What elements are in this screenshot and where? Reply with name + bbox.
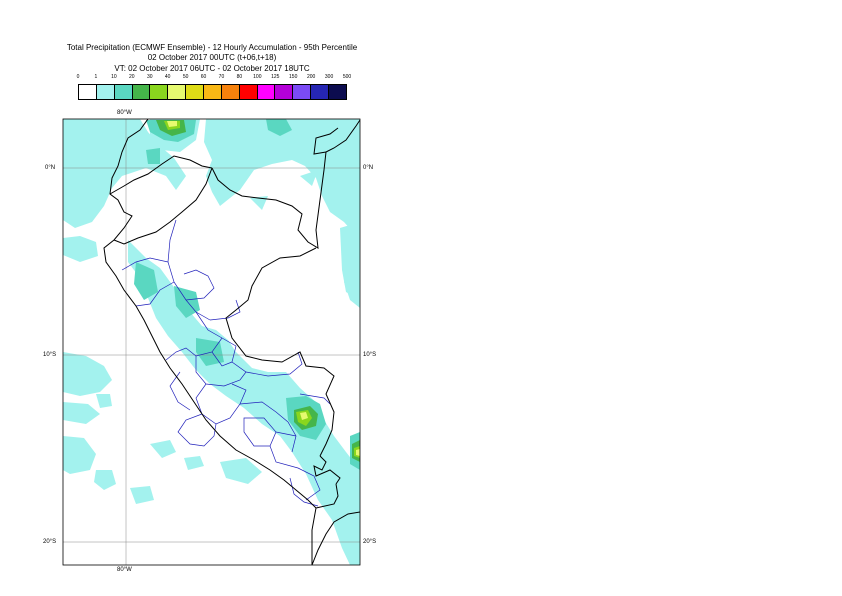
lon-label-top: 80°W [117, 110, 132, 116]
legend-label: 300 [324, 74, 334, 80]
legend-swatch [329, 85, 346, 99]
lat-label-10s-right: 10°S [363, 352, 377, 358]
title-line-3: VT: 02 October 2017 06UTC - 02 October 2… [114, 64, 310, 73]
lat-label-20s-right: 20°S [363, 539, 377, 545]
legend-swatch [132, 85, 151, 99]
legend-label: 10 [111, 74, 117, 80]
legend-swatch [221, 85, 240, 99]
legend-label: 50 [182, 74, 189, 80]
legend-swatch [311, 85, 330, 99]
precipitation-legend [78, 84, 347, 100]
country-boundaries [103, 119, 360, 565]
legend-label: 40 [164, 74, 171, 80]
legend-label: 0 [76, 74, 80, 80]
map-frame [62, 118, 361, 566]
lat-label-20s-left: 20°S [43, 539, 57, 545]
legend-label: 60 [200, 74, 207, 80]
legend-label: 100 [253, 74, 262, 80]
legend-label: 20 [129, 74, 135, 80]
legend-swatch [96, 85, 115, 99]
lat-label-0n-right: 0°N [363, 165, 374, 171]
legend-swatch [168, 85, 187, 99]
legend-swatch [186, 85, 205, 99]
legend-swatch [293, 85, 312, 99]
legend-swatch [114, 85, 133, 99]
lat-label-0n-left: 0°N [45, 165, 56, 171]
lat-label-10s-left: 10°S [43, 352, 57, 358]
legend-label: 80 [236, 74, 243, 80]
lon-label-bottom: 80°W [117, 567, 132, 573]
legend-label: 1 [94, 74, 98, 80]
legend-label: 200 [306, 74, 316, 80]
legend-label: 70 [218, 74, 225, 80]
admin-boundaries [121, 219, 331, 507]
legend-labels: 0 1 10 20 30 40 50 60 70 80 100 125 150 200 300 500 [0, 74, 842, 83]
legend-swatch [275, 85, 294, 99]
legend-label: 500 [342, 74, 352, 80]
legend-label: 30 [146, 74, 153, 80]
legend-swatch [204, 85, 222, 99]
legend-swatch [257, 85, 276, 99]
legend-swatch [150, 85, 169, 99]
title-line-1: Total Precipitation (ECMWF Ensemble) - 1… [66, 43, 358, 52]
legend-label: 125 [271, 74, 280, 80]
title-line-2: 02 October 2017 00UTC (t+06,t+18) [147, 53, 277, 62]
legend-label: 150 [289, 74, 298, 80]
legend-swatch [79, 85, 97, 99]
graticule [63, 119, 360, 565]
legend-swatch [239, 85, 258, 99]
